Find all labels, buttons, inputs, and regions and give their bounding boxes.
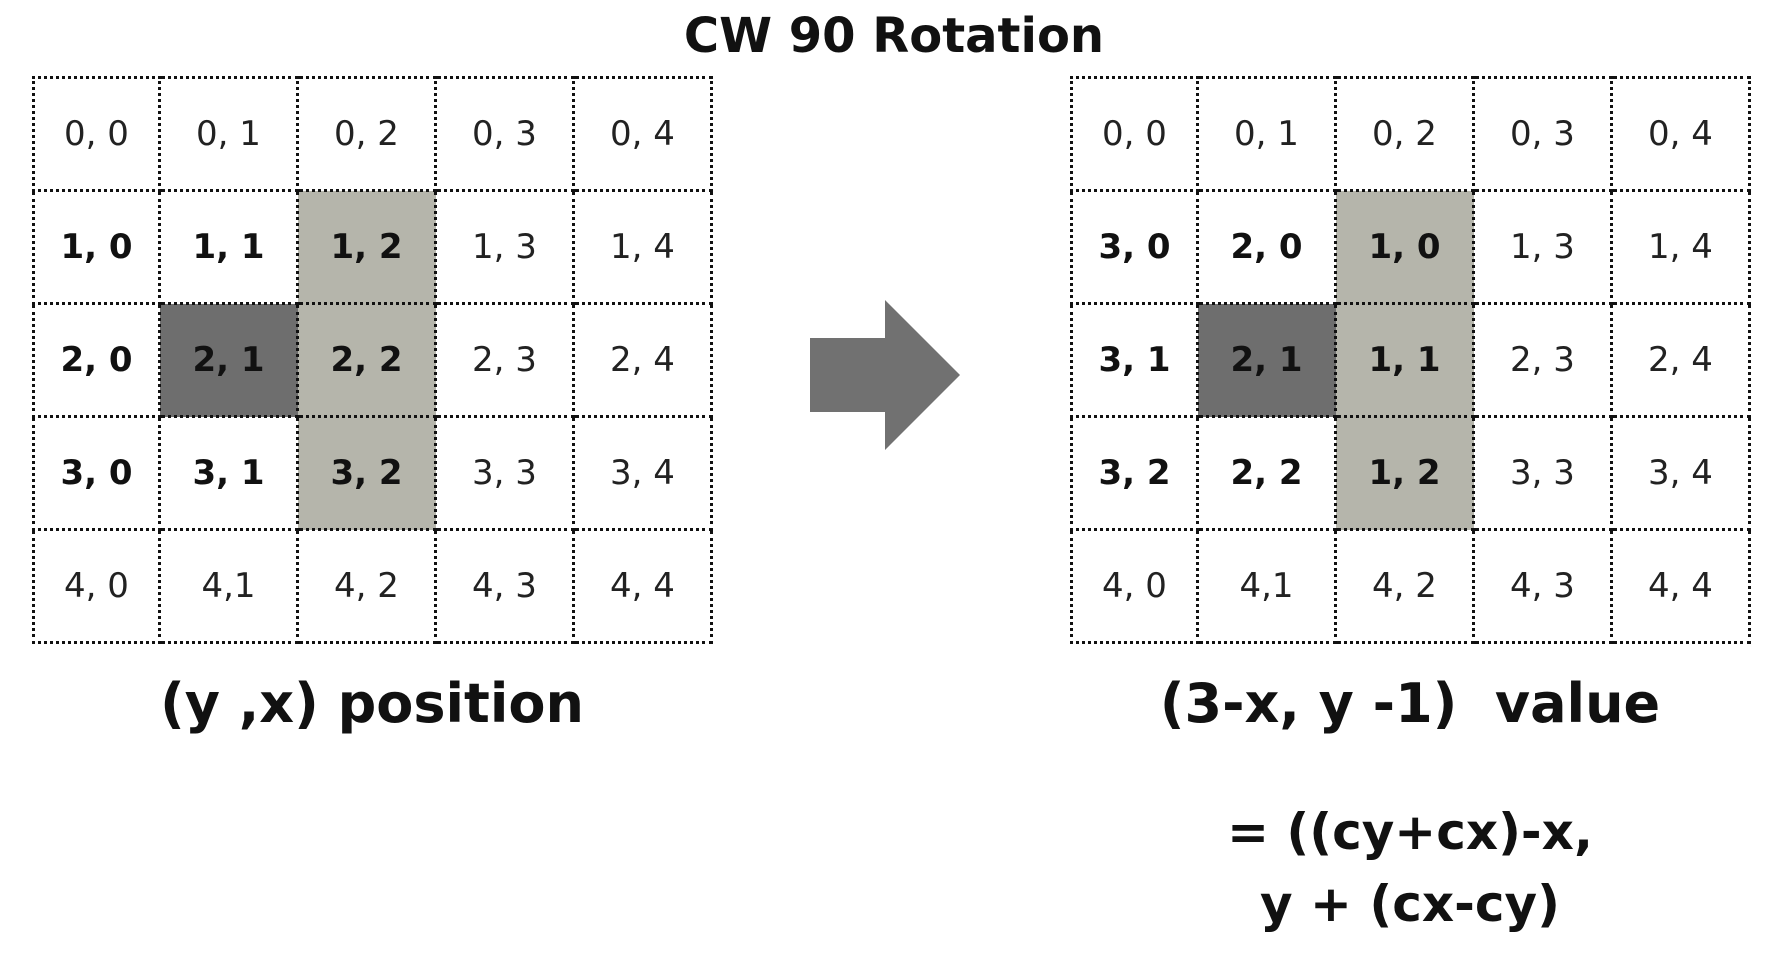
grid-cell: 3, 3 [434, 415, 575, 531]
grid-cell: 4,1 [1196, 528, 1337, 644]
grid-cell: 0, 4 [572, 76, 713, 192]
grid-row: 4, 0 4,1 4, 2 4, 3 4, 4 [32, 528, 713, 644]
grid-cell: 3, 4 [1610, 415, 1751, 531]
grid-cell: 2, 3 [434, 302, 575, 418]
grid-cell: 2, 3 [1472, 302, 1613, 418]
left-grid-caption: (y ,x) position [160, 672, 584, 735]
grid-row: 0, 0 0, 1 0, 2 0, 3 0, 4 [32, 76, 713, 192]
grid-row: 1, 0 1, 1 1, 2 1, 3 1, 4 [32, 189, 713, 305]
grid-cell: 0, 2 [296, 76, 437, 192]
grid-cell: 4, 2 [1334, 528, 1475, 644]
grid-cell: 4, 3 [434, 528, 575, 644]
grid-row: 3, 0 2, 0 1, 0 1, 3 1, 4 [1070, 189, 1751, 305]
grid-cell: 3, 1 [1070, 302, 1199, 418]
grid-cell: 0, 2 [1334, 76, 1475, 192]
grid-cell-highlighted: 1, 1 [1334, 302, 1475, 418]
grid-cell: 0, 4 [1610, 76, 1751, 192]
left-grid: 0, 0 0, 1 0, 2 0, 3 0, 4 1, 0 1, 1 1, 2 … [32, 76, 713, 644]
grid-cell: 4, 4 [1610, 528, 1751, 644]
grid-cell: 1, 4 [572, 189, 713, 305]
grid-cell: 0, 3 [1472, 76, 1613, 192]
grid-cell: 4, 0 [32, 528, 161, 644]
grid-cell-highlighted: 1, 0 [1334, 189, 1475, 305]
grid-cell: 3, 1 [158, 415, 299, 531]
right-grid: 0, 0 0, 1 0, 2 0, 3 0, 4 3, 0 2, 0 1, 0 … [1070, 76, 1751, 644]
grid-cell: 4,1 [158, 528, 299, 644]
grid-cell-pivot: 2, 1 [1196, 302, 1337, 418]
grid-cell: 1, 3 [1472, 189, 1613, 305]
diagram-title: CW 90 Rotation [683, 8, 1105, 64]
grid-cell: 4, 3 [1472, 528, 1613, 644]
grid-cell: 1, 0 [32, 189, 161, 305]
grid-row: 0, 0 0, 1 0, 2 0, 3 0, 4 [1070, 76, 1751, 192]
grid-cell: 0, 1 [1196, 76, 1337, 192]
grid-row: 3, 2 2, 2 1, 2 3, 3 3, 4 [1070, 415, 1751, 531]
right-arrow-icon [810, 300, 960, 450]
formula-line-2: y + (cx-cy) [1260, 875, 1560, 933]
grid-cell: 2, 0 [1196, 189, 1337, 305]
grid-cell-highlighted: 1, 2 [1334, 415, 1475, 531]
grid-cell: 3, 3 [1472, 415, 1613, 531]
grid-cell-highlighted: 2, 2 [296, 302, 437, 418]
grid-cell: 0, 0 [32, 76, 161, 192]
grid-cell: 4, 4 [572, 528, 713, 644]
grid-cell: 2, 0 [32, 302, 161, 418]
grid-cell: 0, 3 [434, 76, 575, 192]
grid-cell: 3, 0 [1070, 189, 1199, 305]
grid-row: 3, 1 2, 1 1, 1 2, 3 2, 4 [1070, 302, 1751, 418]
grid-cell-pivot: 2, 1 [158, 302, 299, 418]
right-grid-caption: (3-x, y -1) value [1159, 672, 1661, 735]
grid-cell: 0, 1 [158, 76, 299, 192]
grid-cell-highlighted: 1, 2 [296, 189, 437, 305]
grid-cell: 0, 0 [1070, 76, 1199, 192]
grid-cell: 3, 0 [32, 415, 161, 531]
grid-cell: 3, 4 [572, 415, 713, 531]
grid-cell: 4, 0 [1070, 528, 1199, 644]
grid-cell: 1, 1 [158, 189, 299, 305]
grid-cell-highlighted: 3, 2 [296, 415, 437, 531]
grid-cell: 4, 2 [296, 528, 437, 644]
grid-cell: 2, 2 [1196, 415, 1337, 531]
grid-cell: 1, 3 [434, 189, 575, 305]
formula-line-1: = ((cy+cx)-x, [1227, 803, 1593, 861]
grid-row: 3, 0 3, 1 3, 2 3, 3 3, 4 [32, 415, 713, 531]
grid-row: 2, 0 2, 1 2, 2 2, 3 2, 4 [32, 302, 713, 418]
grid-cell: 3, 2 [1070, 415, 1199, 531]
grid-cell: 1, 4 [1610, 189, 1751, 305]
grid-cell: 2, 4 [572, 302, 713, 418]
grid-cell: 2, 4 [1610, 302, 1751, 418]
grid-row: 4, 0 4,1 4, 2 4, 3 4, 4 [1070, 528, 1751, 644]
